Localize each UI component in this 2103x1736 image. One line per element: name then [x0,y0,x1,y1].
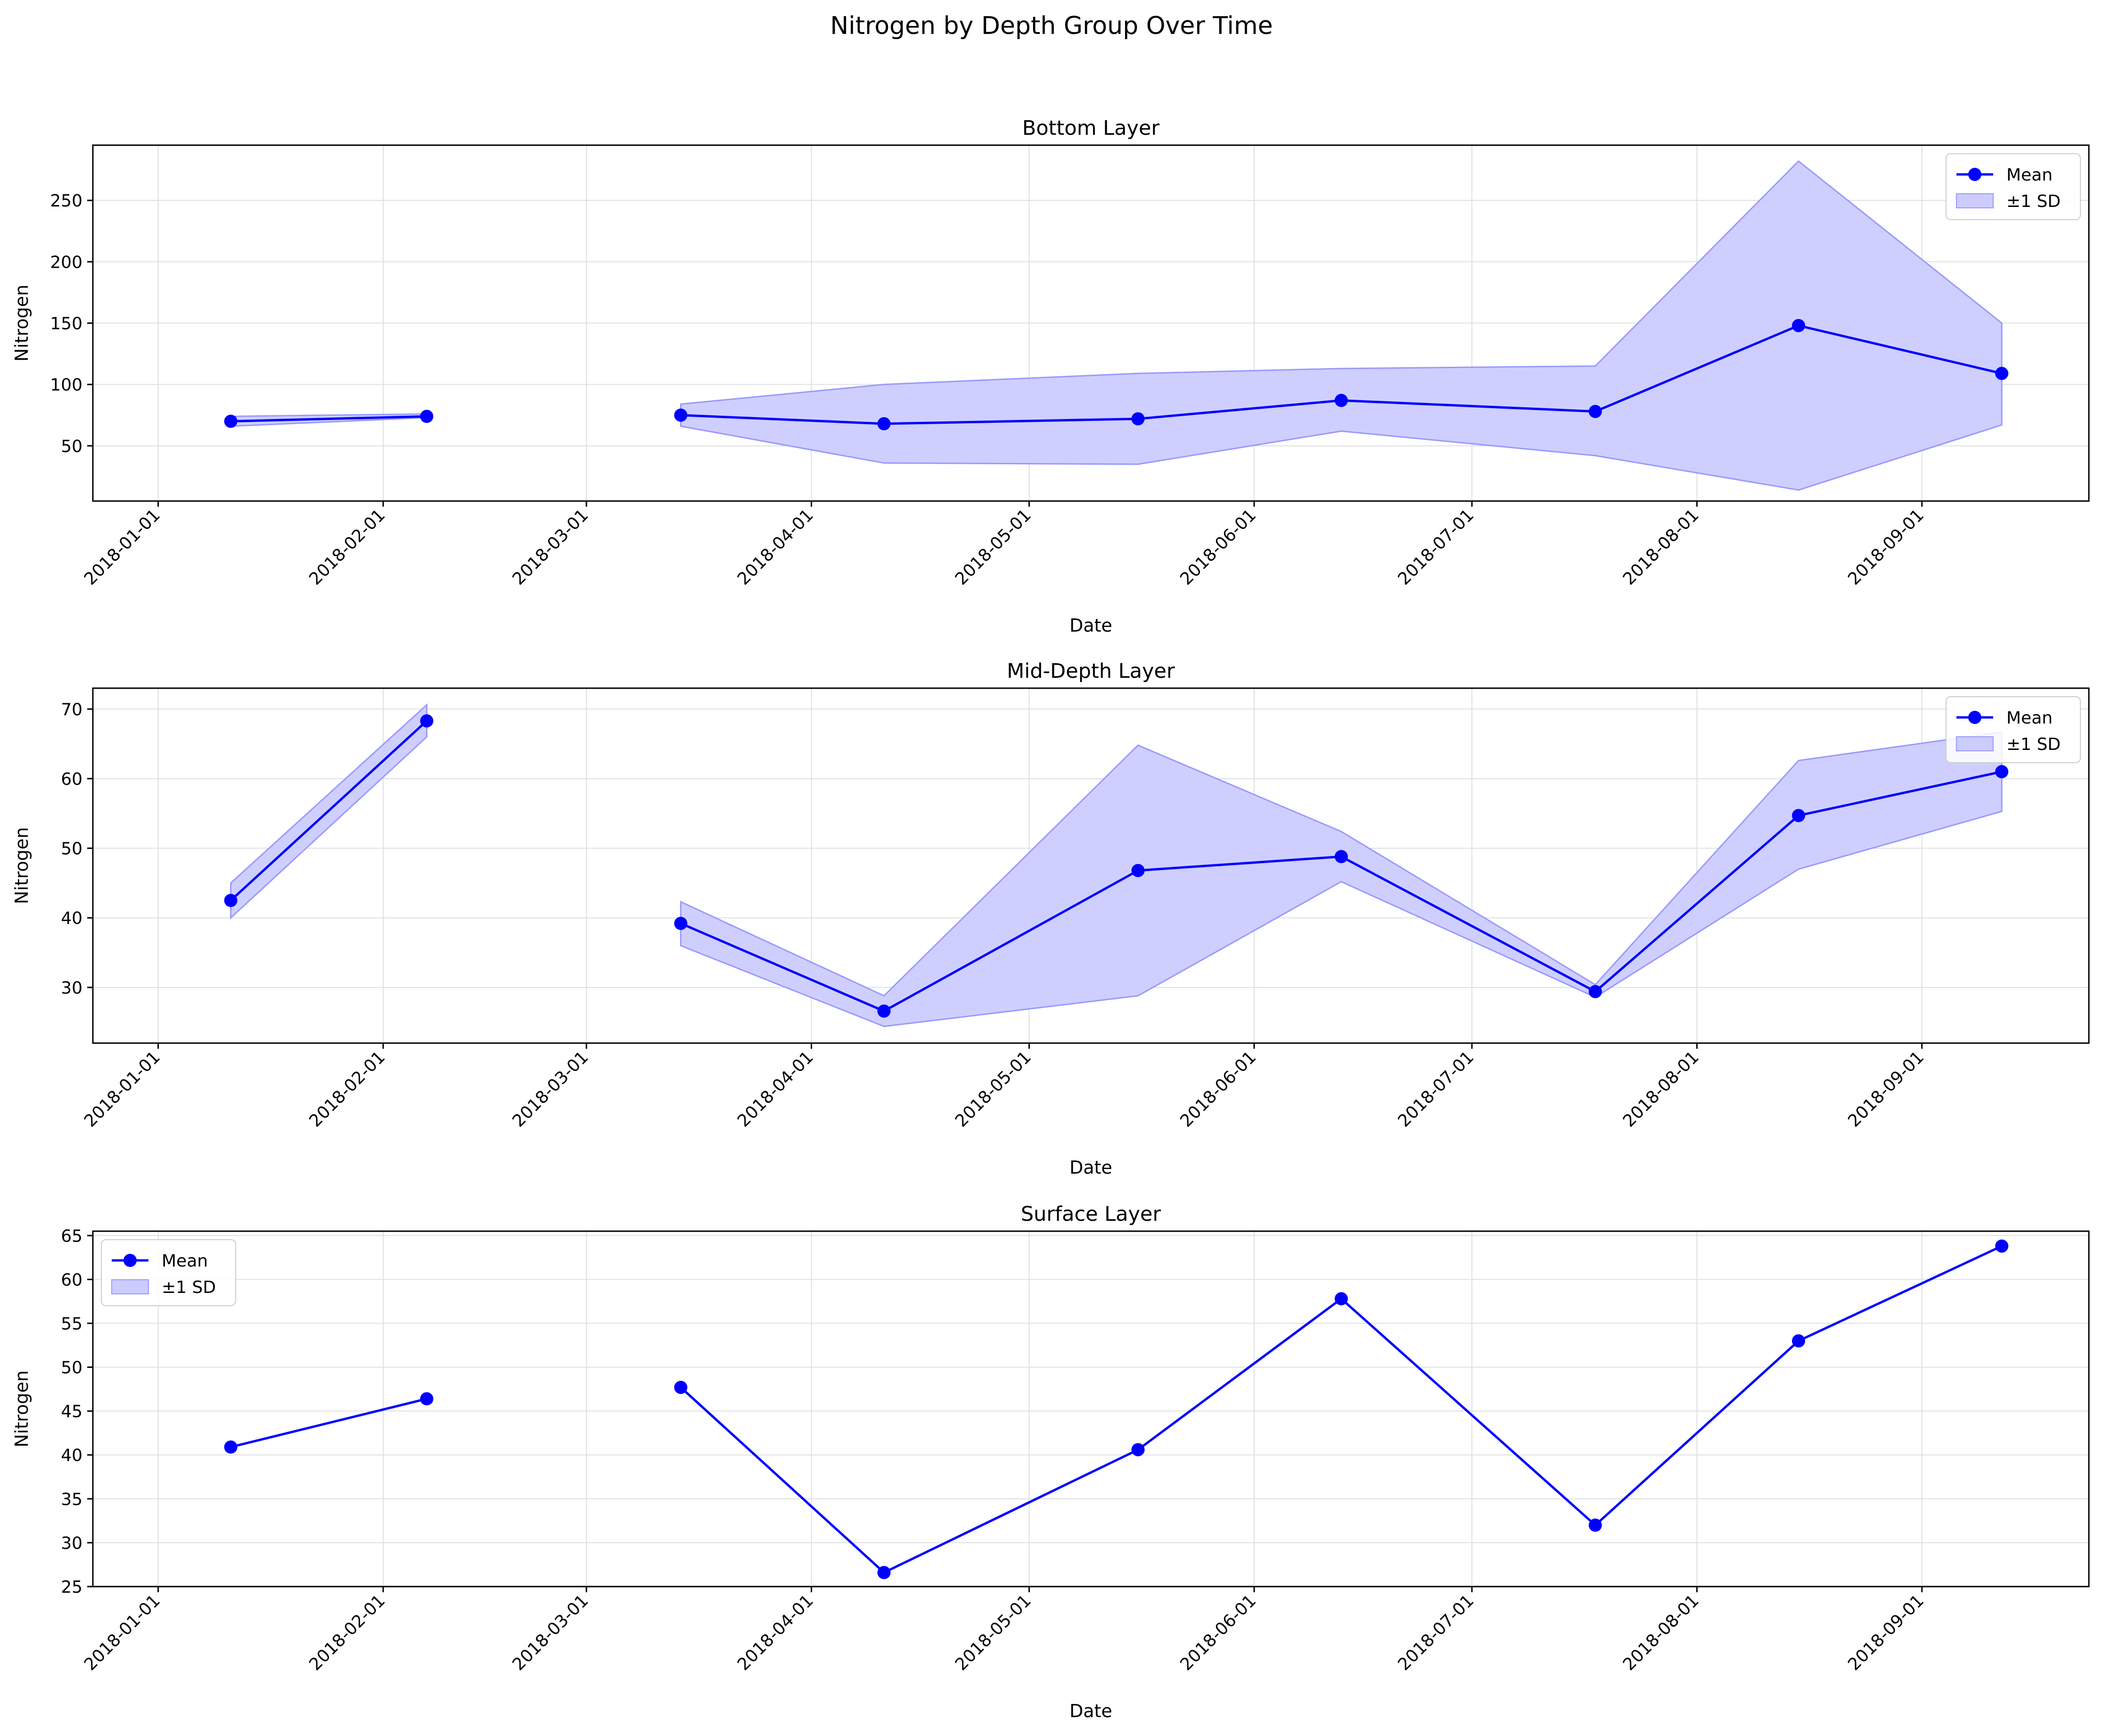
y-tick-label: 60 [61,770,82,789]
legend-mean-marker-swatch [1968,168,1981,181]
y-tick-label: 30 [61,1534,82,1553]
legend-sd-swatch [1956,736,1994,751]
legend-entry-sd: ±1 SD [2006,735,2061,754]
mean-point [1995,367,2009,380]
mean-point [674,1381,688,1394]
legend-entry-sd: ±1 SD [2006,192,2061,211]
mean-point [420,714,434,728]
mean-point [1995,1239,2009,1253]
y-axis-label: Nitrogen [11,1370,32,1448]
x-axis-label: Date [1069,615,1112,636]
y-tick-label: 35 [61,1490,82,1509]
mean-point [674,917,688,930]
mean-point [1792,319,1805,332]
legend-mean-marker-swatch [1968,711,1981,724]
legend: Mean ±1 SD [101,1239,236,1306]
panel-title: Bottom Layer [1022,116,1160,140]
y-tick-label: 200 [50,253,82,272]
mean-line-segment-1 [230,415,427,423]
mean-point [1131,1443,1145,1456]
mean-point [877,1566,891,1580]
y-axis-label: Nitrogen [11,285,32,362]
y-tick-label: 70 [61,700,82,719]
mean-point [1995,765,2009,779]
y-tick-label: 250 [50,191,82,211]
mean-point [420,410,434,423]
x-axis-label: Date [1069,1701,1112,1721]
mean-line-segment-1 [230,1398,427,1448]
mean-point [1131,864,1145,877]
mean-point [1334,394,1348,407]
mean-point [877,1004,891,1018]
mean-point [1131,412,1145,426]
legend-sd-swatch [1956,193,1994,208]
y-tick-label: 50 [61,839,82,859]
mean-point [877,417,891,430]
x-axis-label: Date [1069,1157,1112,1178]
y-tick-label: 50 [61,437,82,456]
y-axis-label: Nitrogen [11,827,32,905]
legend-entry-mean: Mean [2006,165,2053,185]
y-tick-label: 50 [61,1358,82,1378]
mean-point [674,408,688,422]
mean-point [1792,1334,1805,1348]
legend-entry-sd: ±1 SD [162,1278,216,1297]
panel-title: Mid-Depth Layer [1007,659,1175,683]
y-tick-label: 45 [61,1402,82,1422]
mean-point [224,1440,238,1454]
axes-frame [92,687,2090,1044]
y-tick-label: 100 [50,376,82,395]
y-tick-label: 55 [61,1314,82,1333]
y-tick-label: 25 [61,1578,82,1597]
mean-line-segment-1 [230,720,428,902]
legend-mean-marker-swatch [123,1254,137,1267]
mean-point [1588,404,1602,418]
y-tick-label: 65 [61,1226,82,1246]
legend-entry-mean: Mean [2006,708,2053,728]
y-tick-label: 40 [61,1446,82,1465]
mean-point [420,1392,434,1406]
y-tick-label: 30 [61,979,82,998]
mean-point [224,894,238,907]
mean-point [1588,985,1602,998]
mean-point [1792,809,1805,823]
mean-point [1588,1518,1602,1532]
mean-point [224,414,238,428]
sd-band-segment-2 [680,160,2003,491]
y-tick-label: 40 [61,909,82,928]
y-tick-label: 150 [50,314,82,334]
panel-title: Surface Layer [1021,1202,1161,1226]
mean-point [1334,1292,1348,1306]
legend-sd-swatch [111,1279,149,1294]
figure-title: Nitrogen by Depth Group Over Time [830,12,1273,40]
legend: Mean ±1 SD [1946,153,2081,220]
sd-band-segment-2 [680,731,2003,1028]
legend: Mean ±1 SD [1946,696,2081,763]
axes-frame [92,1230,2090,1588]
mean-point [1334,850,1348,864]
legend-entry-mean: Mean [162,1251,208,1271]
y-tick-label: 60 [61,1270,82,1290]
